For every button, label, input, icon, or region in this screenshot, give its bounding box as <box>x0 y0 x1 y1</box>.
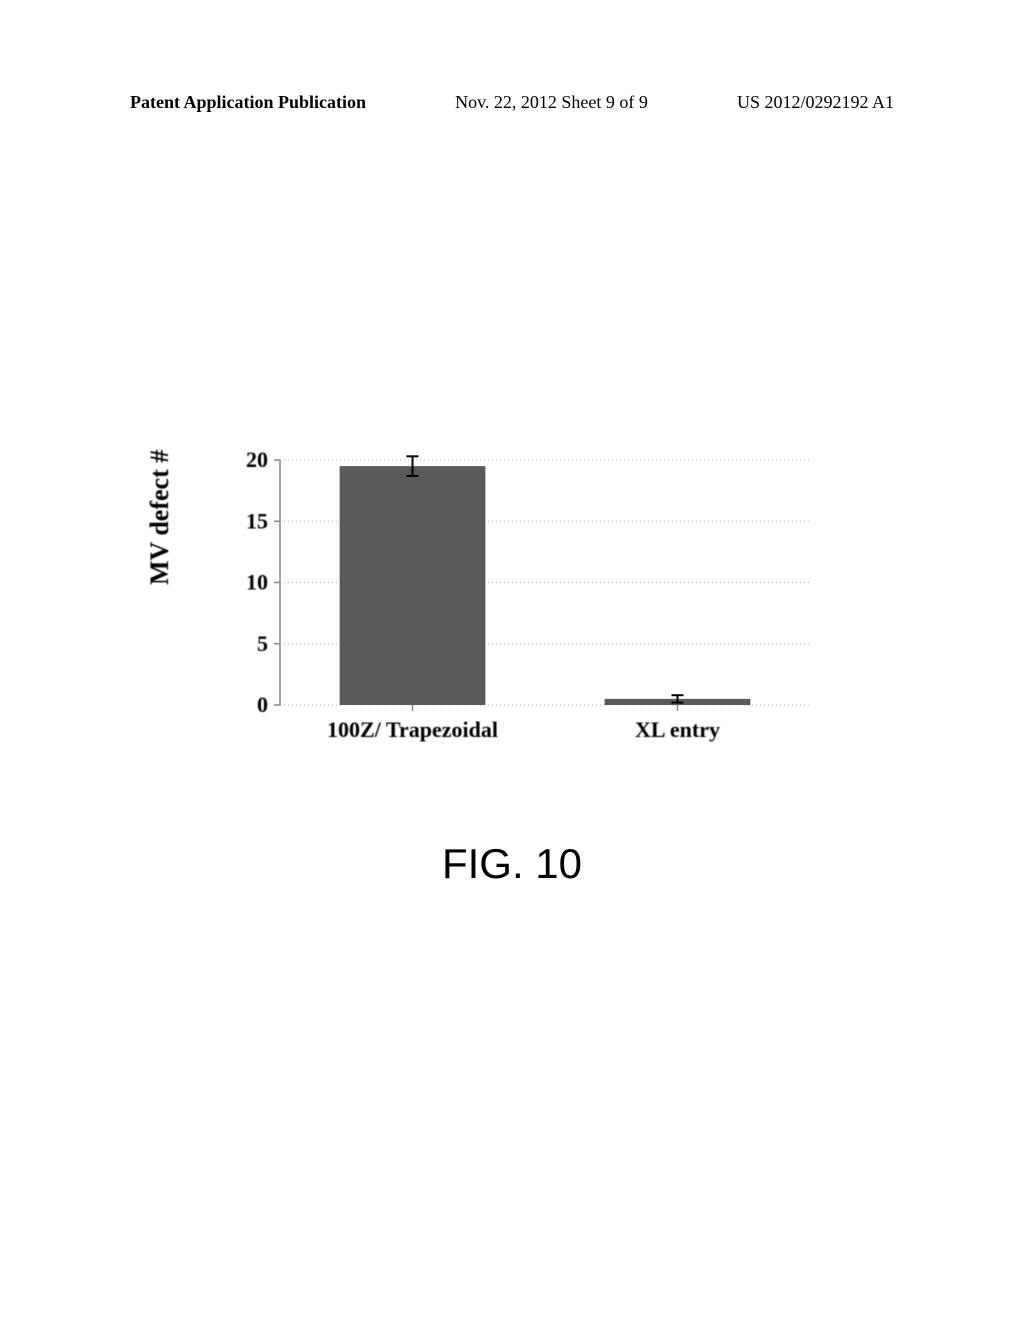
bar-chart: 0 5 10 15 20 100Z/ Trapezoidal XL entry <box>190 430 830 770</box>
chart-y-axis-label: MV defect # <box>145 450 175 585</box>
svg-text:0: 0 <box>257 692 268 717</box>
svg-text:15: 15 <box>246 508 268 533</box>
svg-text:5: 5 <box>257 631 268 656</box>
header-date-sheet: Nov. 22, 2012 Sheet 9 of 9 <box>455 92 648 113</box>
svg-text:10: 10 <box>246 570 268 595</box>
svg-text:XL entry: XL entry <box>635 717 720 742</box>
svg-text:100Z/ Trapezoidal: 100Z/ Trapezoidal <box>327 717 498 742</box>
figure-caption: FIG. 10 <box>0 840 1024 888</box>
svg-text:20: 20 <box>246 447 268 472</box>
header-publication-number: US 2012/0292192 A1 <box>737 92 894 113</box>
chart-svg: 0 5 10 15 20 100Z/ Trapezoidal XL entry <box>190 430 830 770</box>
header-publication-type: Patent Application Publication <box>130 92 366 113</box>
page-header: Patent Application Publication Nov. 22, … <box>0 92 1024 113</box>
